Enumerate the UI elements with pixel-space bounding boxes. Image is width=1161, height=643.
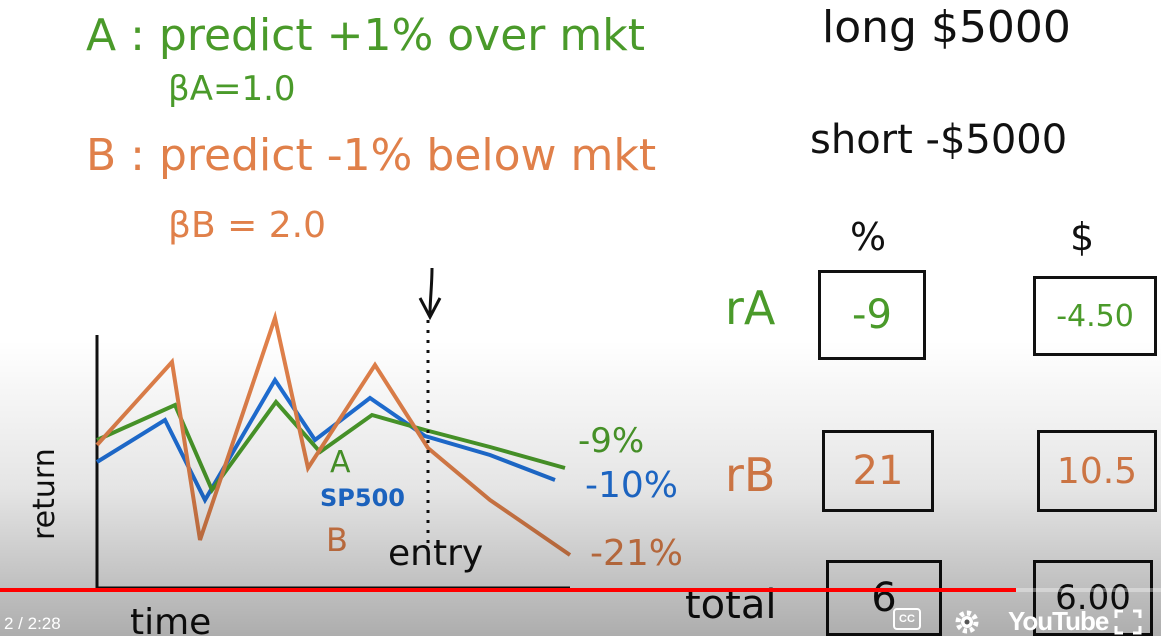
strategy-a-label: A : predict +1% over mkt: [86, 10, 645, 61]
settings-button[interactable]: [952, 608, 982, 636]
row-label-ra: rA: [725, 281, 776, 335]
progress-bar[interactable]: [0, 588, 1161, 592]
ra-dollar-box: -4.50: [1033, 276, 1157, 356]
series-b-line: [95, 310, 572, 557]
y-axis-label: return: [27, 448, 62, 540]
series-sp500-line: [95, 376, 556, 505]
time-display: 2 / 2:28: [4, 614, 61, 633]
progress-bar-played: [0, 588, 1016, 592]
series-a-end-value: -9%: [578, 421, 645, 461]
youtube-logo[interactable]: YouTube: [1008, 606, 1109, 636]
total-percent-box: 6: [826, 560, 942, 636]
fullscreen-icon: [1114, 609, 1142, 635]
long-position-label: long $5000: [822, 2, 1071, 53]
series-b-label: B: [326, 521, 348, 559]
rb-dollar-box: 10.5: [1037, 430, 1157, 512]
fullscreen-button[interactable]: [1113, 608, 1143, 636]
entry-arrowhead: [418, 297, 442, 321]
player-controls: 2 / 2:28 CC YouTube: [0, 588, 1161, 636]
series-b-end-value: -21%: [590, 533, 684, 574]
entry-label: entry: [388, 533, 484, 574]
short-position-label: short -$5000: [810, 117, 1068, 163]
x-axis-label: time: [130, 602, 212, 643]
beta-b-label: βB = 2.0: [168, 205, 326, 246]
series-sp500-label: SP500: [320, 484, 405, 512]
strategy-b-label: B : predict -1% below mkt: [86, 130, 657, 181]
dollar-column-header: $: [1070, 215, 1095, 259]
captions-button[interactable]: CC: [893, 608, 921, 630]
beta-a-label: βA=1.0: [168, 69, 296, 109]
entry-arrow-icon: [428, 267, 434, 316]
series-sp500-end-value: -10%: [585, 465, 679, 506]
rb-percent-box: 21: [822, 430, 934, 512]
ra-percent-box: -9: [818, 270, 926, 360]
series-a-label: A: [330, 445, 351, 480]
percent-column-header: %: [850, 215, 887, 259]
row-label-rb: rB: [725, 448, 776, 502]
gear-icon: [955, 610, 979, 634]
